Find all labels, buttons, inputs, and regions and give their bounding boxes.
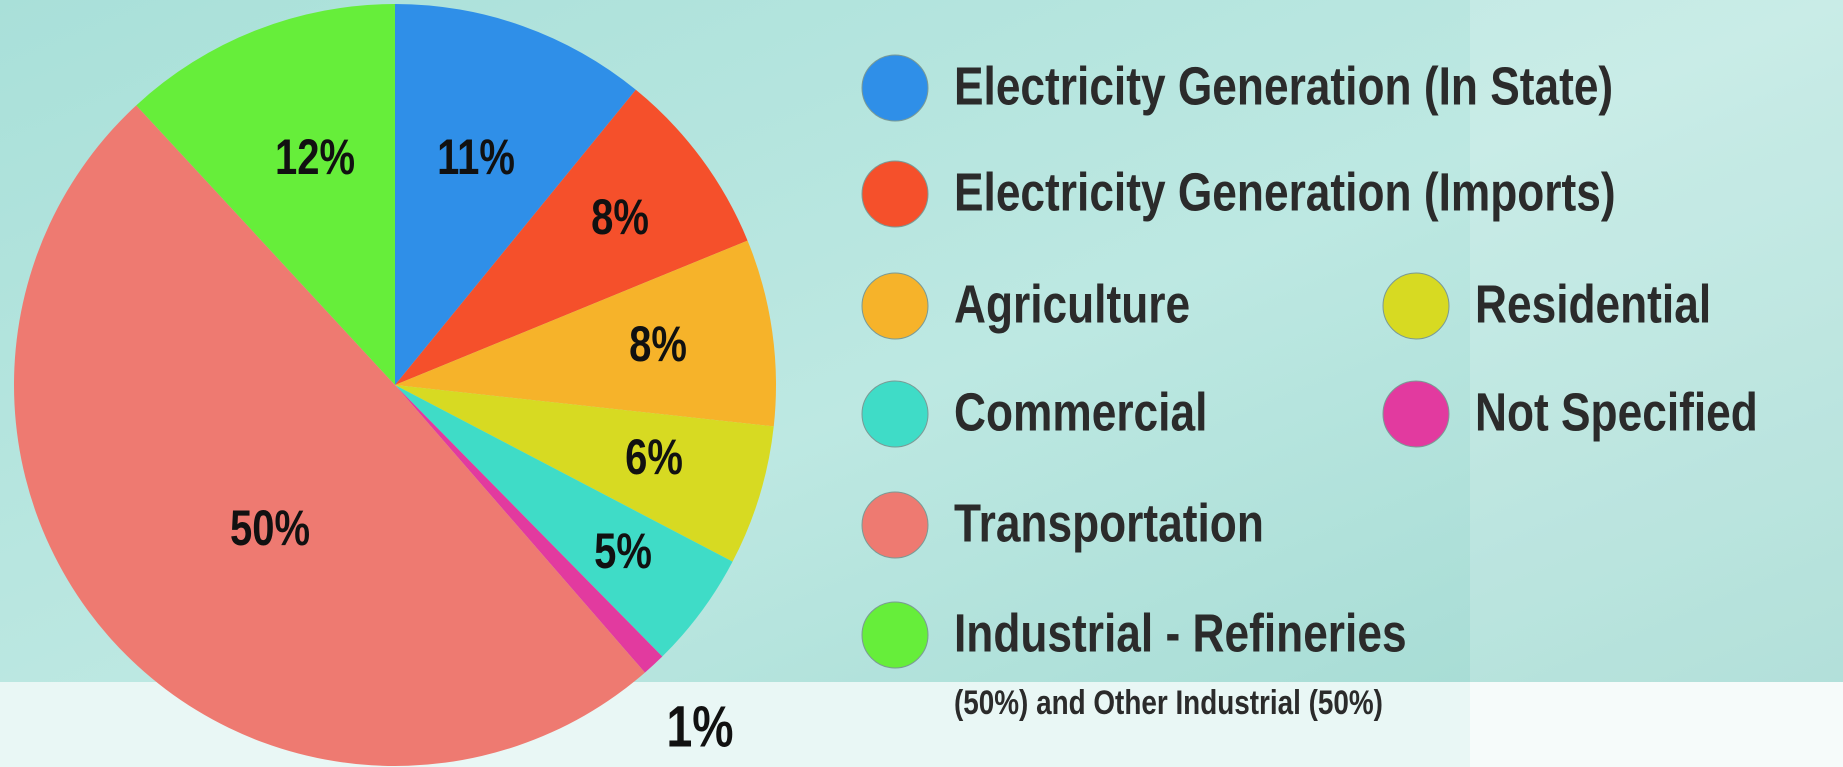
legend-swatch xyxy=(861,272,929,340)
slice-label: 8% xyxy=(629,316,687,372)
legend-swatch xyxy=(861,380,929,448)
legend-swatch xyxy=(1382,272,1450,340)
pie-slice xyxy=(13,105,645,767)
slice-label: 1% xyxy=(666,694,733,759)
legend-label-group: Not Specified xyxy=(1475,382,1758,442)
slice-label-group: 11% xyxy=(437,129,515,185)
legend-label-group: Agriculture xyxy=(954,274,1190,334)
legend-swatch xyxy=(1382,380,1450,448)
legend-label: Not Specified xyxy=(1475,382,1758,442)
background-band-right xyxy=(1470,682,1843,767)
legend-note: (50%) and Other Industrial (50%) xyxy=(954,683,1383,721)
pie-slice xyxy=(395,240,777,427)
pie-slice xyxy=(395,385,733,657)
pie-slice xyxy=(395,89,748,385)
slice-label: 50% xyxy=(230,500,310,556)
legend-label-group: Electricity Generation (In State) xyxy=(954,56,1613,116)
slice-label: 11% xyxy=(437,129,515,185)
legend-label-group: Industrial - Refineries xyxy=(954,603,1407,663)
slice-label-group: 8% xyxy=(629,316,687,372)
legend-label-group: Transportation xyxy=(954,493,1264,553)
background-panel xyxy=(1470,0,1843,682)
legend-swatch xyxy=(861,491,929,559)
legend-note-group: (50%) and Other Industrial (50%) xyxy=(954,683,1383,721)
legend-label: Electricity Generation (In State) xyxy=(954,56,1613,116)
legend-swatch xyxy=(861,160,929,228)
legend-swatch xyxy=(861,54,929,122)
slice-label-group: 50% xyxy=(230,500,310,556)
slice-label-group: 8% xyxy=(591,189,649,245)
pie: 11% 8% 8% 6% 5% 1% 50% 12% xyxy=(13,4,777,767)
legend-label: Commercial xyxy=(954,382,1207,442)
slice-label-group: 12% xyxy=(275,129,355,185)
legend-label: Industrial - Refineries xyxy=(954,603,1407,663)
pie-slice xyxy=(395,4,636,385)
slice-label-group: 5% xyxy=(594,523,652,579)
legend-swatch xyxy=(861,601,929,669)
slice-label: 5% xyxy=(594,523,652,579)
pie-slice xyxy=(395,385,663,673)
slice-label-group: 6% xyxy=(625,429,683,485)
legend-label: Agriculture xyxy=(954,274,1190,334)
slice-label: 12% xyxy=(275,129,355,185)
slice-label-group: 1% xyxy=(666,694,733,759)
legend-label-group: Commercial xyxy=(954,382,1207,442)
pie-slice xyxy=(395,385,774,562)
legend-label: Transportation xyxy=(954,493,1264,553)
legend-label: Residential xyxy=(1475,274,1711,334)
pie-slice xyxy=(136,4,395,385)
slice-label: 6% xyxy=(625,429,683,485)
slice-label: 8% xyxy=(591,189,649,245)
legend: Electricity Generation (In State) Electri… xyxy=(861,54,1758,722)
legend-label-group: Electricity Generation (Imports) xyxy=(954,162,1616,222)
legend-label-group: Residential xyxy=(1475,274,1711,334)
legend-label: Electricity Generation (Imports) xyxy=(954,162,1616,222)
